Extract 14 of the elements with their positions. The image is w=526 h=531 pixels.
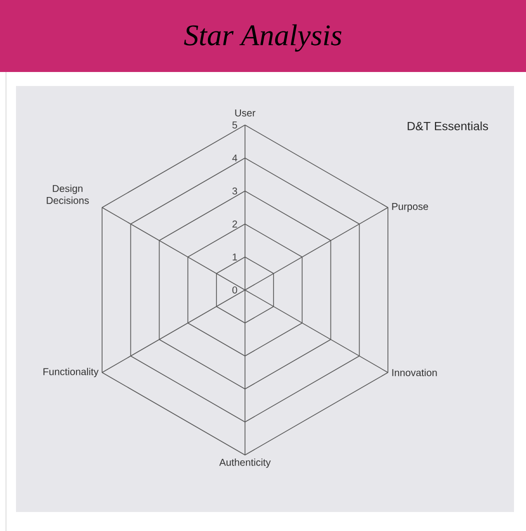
y-tick-label: 3 [232, 187, 238, 195]
y-tick-label: 5 [232, 122, 238, 128]
spoke-label: Purpose [392, 203, 428, 212]
spoke-label: Design Decisions [46, 184, 89, 204]
y-tick-label: 2 [232, 220, 238, 228]
spoke-label: Functionality [43, 368, 99, 378]
text: D&T Essentials [408, 122, 488, 130]
spoke-label: Authenticity [219, 458, 271, 468]
y-tick-label: 1 [232, 254, 238, 260]
spoke-label: User [235, 110, 256, 116]
spoke-label: Innovation [392, 368, 437, 376]
y-tick-label: 4 [232, 154, 238, 162]
chart-title: Star Analysis [184, 24, 342, 52]
y-tick-label: 0 [232, 286, 238, 294]
